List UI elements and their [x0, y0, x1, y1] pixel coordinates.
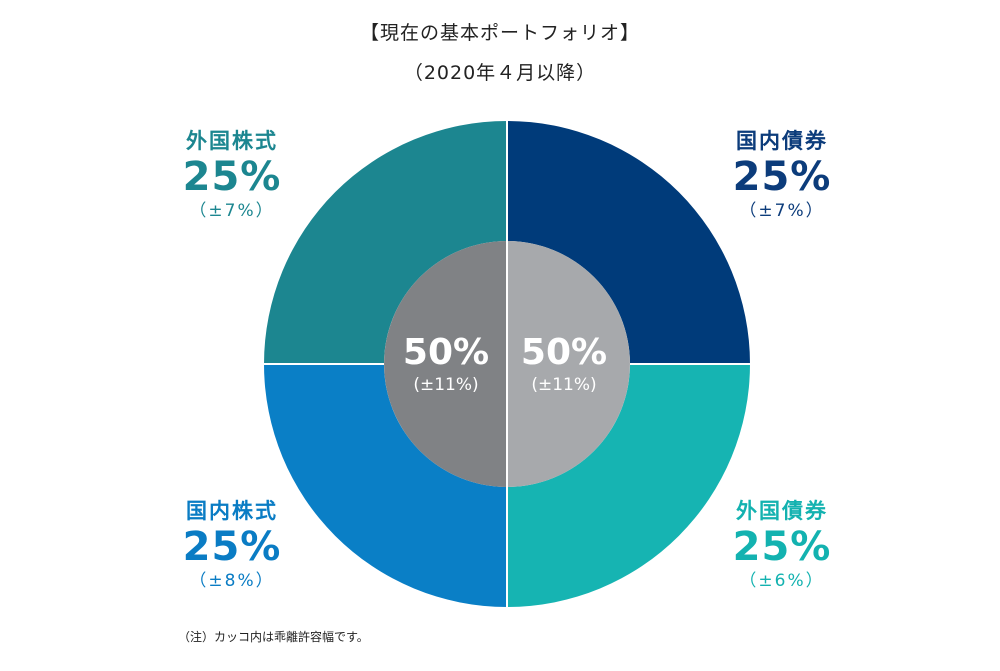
outer-slice-0	[507, 121, 750, 364]
chart-title: 【現在の基本ポートフォリオ】	[359, 22, 640, 44]
label-name: 国内債券	[736, 129, 828, 153]
inner-label-bonds: 50% (±11%)	[509, 332, 619, 396]
label-foreign-stocks: 外国株式 25% （±7%）	[142, 128, 322, 222]
footnote: （注）カッコ内は乖離許容幅です。	[178, 630, 369, 644]
label-value: 25%	[182, 524, 282, 570]
outer-slice-1	[507, 364, 750, 607]
label-range: （±6%）	[739, 571, 825, 591]
outer-slice-2	[264, 364, 507, 607]
inner-label-stocks: 50% (±11%)	[391, 332, 501, 396]
label-domestic-stocks: 国内株式 25% （±8%）	[142, 498, 322, 592]
label-name: 国内株式	[186, 499, 278, 523]
inner-range: (±11%)	[531, 375, 597, 395]
label-name: 外国債券	[736, 499, 828, 523]
label-value: 25%	[732, 154, 832, 200]
label-range: （±7%）	[739, 201, 825, 221]
label-domestic-bonds: 国内債券 25% （±7%）	[692, 128, 872, 222]
inner-value: 50%	[402, 332, 490, 373]
chart-subtitle: （2020年４月以降）	[403, 62, 597, 84]
inner-slice-1	[384, 241, 507, 487]
outer-slice-3	[264, 121, 507, 364]
label-name: 外国株式	[186, 129, 278, 153]
label-value: 25%	[732, 524, 832, 570]
label-foreign-bonds: 外国債券 25% （±6%）	[692, 498, 872, 592]
label-range: （±8%）	[189, 571, 275, 591]
inner-slice-0	[507, 241, 630, 487]
inner-value: 50%	[520, 332, 608, 373]
inner-range: (±11%)	[413, 375, 479, 395]
label-value: 25%	[182, 154, 282, 200]
label-range: （±7%）	[189, 201, 275, 221]
